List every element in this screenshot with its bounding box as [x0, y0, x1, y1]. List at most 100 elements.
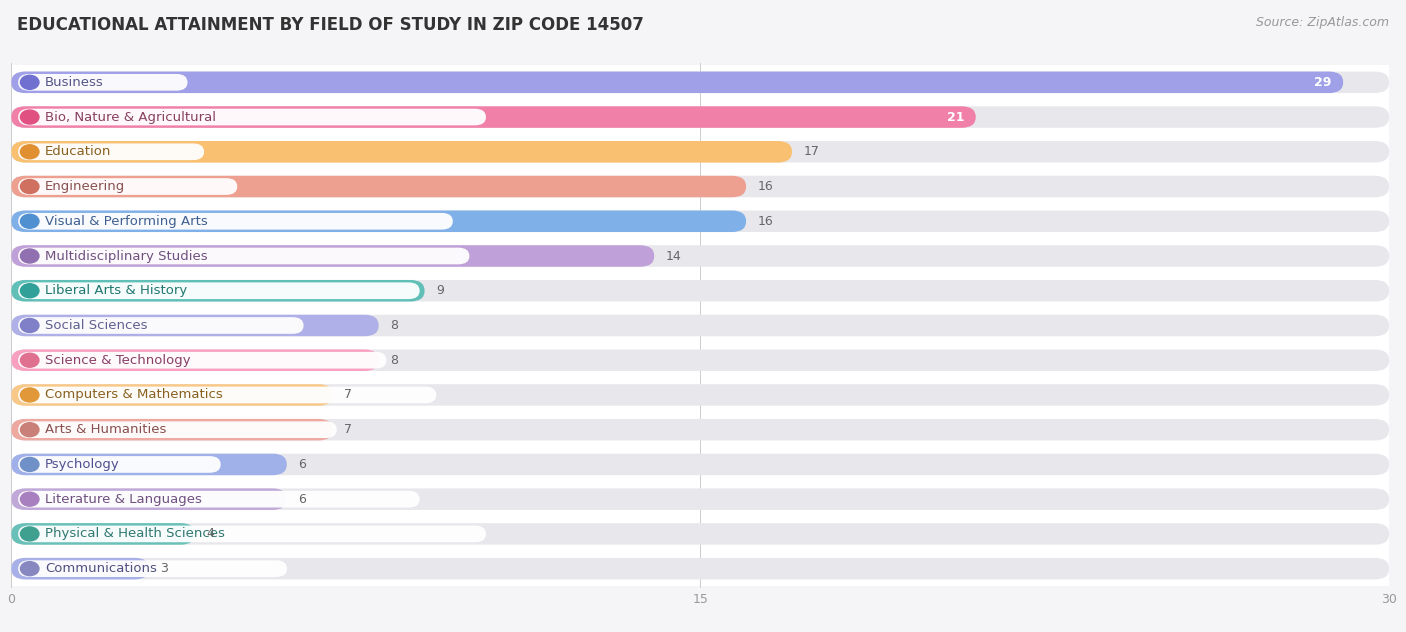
Text: 8: 8 [389, 354, 398, 367]
FancyBboxPatch shape [18, 248, 470, 264]
FancyBboxPatch shape [11, 489, 1389, 510]
FancyBboxPatch shape [11, 454, 1389, 475]
Text: 3: 3 [160, 562, 169, 575]
FancyBboxPatch shape [18, 178, 238, 195]
FancyBboxPatch shape [0, 412, 1406, 447]
Circle shape [21, 249, 39, 263]
Text: Psychology: Psychology [45, 458, 120, 471]
Text: 6: 6 [298, 493, 307, 506]
FancyBboxPatch shape [0, 377, 1406, 412]
Text: EDUCATIONAL ATTAINMENT BY FIELD OF STUDY IN ZIP CODE 14507: EDUCATIONAL ATTAINMENT BY FIELD OF STUDY… [17, 16, 644, 33]
Text: Liberal Arts & History: Liberal Arts & History [45, 284, 187, 297]
FancyBboxPatch shape [0, 274, 1406, 308]
Circle shape [21, 388, 39, 402]
FancyBboxPatch shape [11, 141, 792, 162]
FancyBboxPatch shape [11, 71, 1389, 93]
FancyBboxPatch shape [18, 213, 453, 229]
FancyBboxPatch shape [18, 456, 221, 473]
FancyBboxPatch shape [11, 558, 149, 580]
FancyBboxPatch shape [11, 141, 1389, 162]
Circle shape [21, 562, 39, 576]
FancyBboxPatch shape [11, 349, 1389, 371]
Text: 7: 7 [344, 423, 353, 436]
Text: 7: 7 [344, 389, 353, 401]
FancyBboxPatch shape [18, 491, 419, 507]
Text: Engineering: Engineering [45, 180, 125, 193]
FancyBboxPatch shape [11, 106, 976, 128]
FancyBboxPatch shape [11, 384, 1389, 406]
FancyBboxPatch shape [0, 135, 1406, 169]
FancyBboxPatch shape [0, 204, 1406, 239]
Text: Arts & Humanities: Arts & Humanities [45, 423, 166, 436]
FancyBboxPatch shape [0, 551, 1406, 586]
Text: Source: ZipAtlas.com: Source: ZipAtlas.com [1256, 16, 1389, 29]
FancyBboxPatch shape [18, 143, 204, 160]
Circle shape [21, 214, 39, 228]
FancyBboxPatch shape [18, 109, 486, 125]
Circle shape [21, 353, 39, 367]
FancyBboxPatch shape [11, 384, 333, 406]
Circle shape [21, 319, 39, 332]
FancyBboxPatch shape [18, 561, 287, 577]
FancyBboxPatch shape [11, 280, 1389, 301]
FancyBboxPatch shape [11, 454, 287, 475]
Text: Education: Education [45, 145, 111, 158]
Text: Computers & Mathematics: Computers & Mathematics [45, 389, 222, 401]
FancyBboxPatch shape [11, 71, 1343, 93]
FancyBboxPatch shape [11, 245, 654, 267]
FancyBboxPatch shape [11, 210, 1389, 232]
Text: Physical & Health Sciences: Physical & Health Sciences [45, 528, 225, 540]
Text: 14: 14 [666, 250, 682, 262]
Text: 4: 4 [207, 528, 214, 540]
FancyBboxPatch shape [18, 422, 337, 438]
FancyBboxPatch shape [11, 523, 195, 545]
FancyBboxPatch shape [0, 447, 1406, 482]
FancyBboxPatch shape [11, 419, 1389, 441]
FancyBboxPatch shape [0, 308, 1406, 343]
Circle shape [21, 110, 39, 124]
Text: Social Sciences: Social Sciences [45, 319, 148, 332]
Text: Bio, Nature & Agricultural: Bio, Nature & Agricultural [45, 111, 217, 123]
FancyBboxPatch shape [0, 65, 1406, 100]
Text: Literature & Languages: Literature & Languages [45, 493, 202, 506]
Text: Visual & Performing Arts: Visual & Performing Arts [45, 215, 208, 228]
FancyBboxPatch shape [11, 176, 1389, 197]
FancyBboxPatch shape [18, 352, 387, 368]
FancyBboxPatch shape [11, 176, 747, 197]
FancyBboxPatch shape [11, 349, 378, 371]
Circle shape [21, 527, 39, 541]
FancyBboxPatch shape [11, 489, 287, 510]
Circle shape [21, 492, 39, 506]
Text: 16: 16 [758, 215, 773, 228]
Text: 8: 8 [389, 319, 398, 332]
FancyBboxPatch shape [11, 280, 425, 301]
FancyBboxPatch shape [11, 315, 1389, 336]
FancyBboxPatch shape [18, 317, 304, 334]
FancyBboxPatch shape [11, 315, 378, 336]
FancyBboxPatch shape [18, 387, 436, 403]
Text: Communications: Communications [45, 562, 157, 575]
Text: Science & Technology: Science & Technology [45, 354, 191, 367]
FancyBboxPatch shape [11, 106, 1389, 128]
Text: 29: 29 [1315, 76, 1331, 89]
FancyBboxPatch shape [0, 516, 1406, 551]
Text: Business: Business [45, 76, 104, 89]
FancyBboxPatch shape [11, 419, 333, 441]
Text: Multidisciplinary Studies: Multidisciplinary Studies [45, 250, 208, 262]
FancyBboxPatch shape [18, 74, 187, 90]
FancyBboxPatch shape [11, 245, 1389, 267]
Text: 21: 21 [946, 111, 965, 123]
FancyBboxPatch shape [18, 283, 419, 299]
Circle shape [21, 75, 39, 89]
Text: 6: 6 [298, 458, 307, 471]
FancyBboxPatch shape [11, 210, 747, 232]
Circle shape [21, 145, 39, 159]
Circle shape [21, 423, 39, 437]
FancyBboxPatch shape [0, 100, 1406, 135]
FancyBboxPatch shape [0, 169, 1406, 204]
Circle shape [21, 179, 39, 193]
FancyBboxPatch shape [11, 558, 1389, 580]
FancyBboxPatch shape [0, 343, 1406, 377]
FancyBboxPatch shape [18, 526, 486, 542]
FancyBboxPatch shape [0, 482, 1406, 516]
